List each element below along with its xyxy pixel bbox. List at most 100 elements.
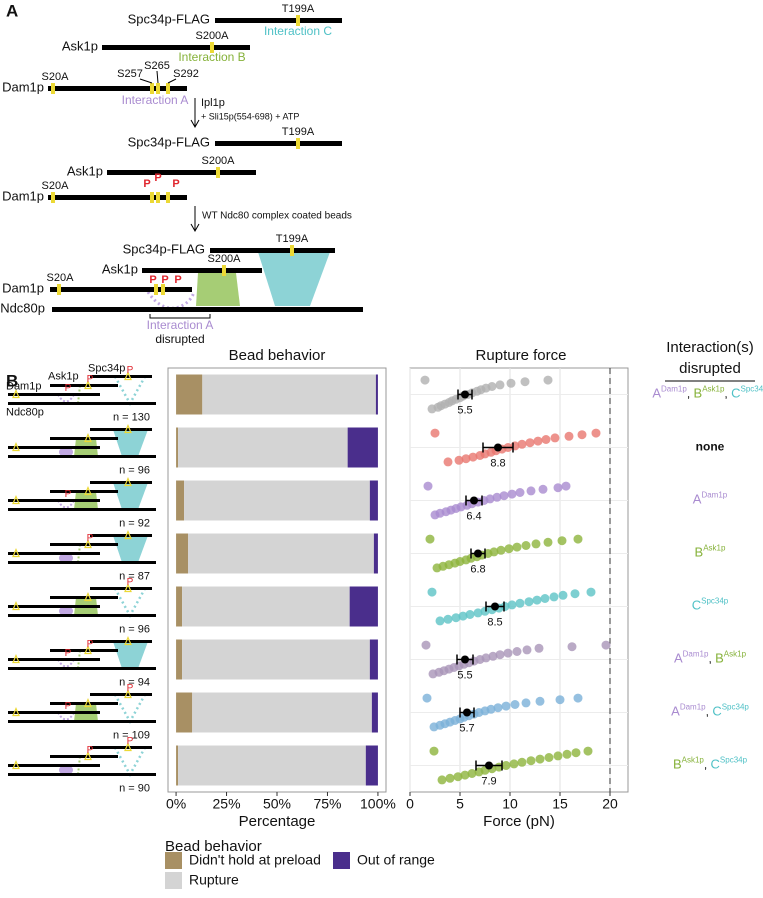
mean-label: 5.5: [457, 404, 472, 416]
site-pointer: [139, 70, 177, 84]
bar-segment: [192, 692, 372, 733]
interaction-c: [258, 252, 330, 306]
protein-label: Ndc80p: [0, 300, 45, 315]
point: [553, 483, 563, 493]
point: [489, 547, 499, 557]
protein-bar: [90, 693, 152, 696]
site: [12, 600, 20, 611]
protein-label: Ndc80p: [6, 406, 44, 418]
point: [583, 746, 593, 756]
interaction-sup: Spc34p: [741, 385, 763, 394]
interaction-sup: Dam1p: [683, 650, 709, 659]
site: [290, 245, 294, 256]
x-tick-label: 100%: [360, 796, 396, 812]
interaction-a-disrupted: [146, 291, 196, 310]
point: [461, 454, 471, 464]
axis-title: Force (pN): [483, 813, 555, 830]
point: [425, 534, 435, 544]
x-tick-label: 15: [552, 796, 568, 812]
legend-title: Bead behavior: [165, 838, 262, 855]
legend-label: Didn't hold at preload: [189, 852, 321, 868]
site-label: S20A: [42, 180, 70, 192]
sample-size: n = 92: [119, 517, 150, 529]
x-tick-label: 10: [502, 796, 518, 812]
arrow-label: WT Ndc80 complex coated beads: [202, 211, 352, 222]
protein-label: Dam1p: [2, 280, 44, 295]
site: [124, 582, 132, 593]
point: [506, 378, 516, 388]
interaction-c-disrupted: [113, 693, 147, 725]
point: [501, 701, 511, 711]
legend-label: Out of range: [357, 852, 435, 868]
site-label: S292: [173, 68, 199, 80]
point: [549, 592, 559, 602]
mean-point: [461, 390, 469, 399]
separator: ,: [687, 387, 690, 401]
point: [504, 544, 514, 554]
interaction-a: [59, 553, 73, 563]
x-tick-label: 0%: [166, 796, 186, 812]
legend-swatch: [333, 852, 350, 869]
point: [531, 539, 541, 549]
mean-label: 8.8: [490, 457, 505, 469]
protein-bar: [8, 561, 156, 564]
point: [437, 775, 447, 785]
protein-bar: [8, 552, 100, 555]
point: [458, 611, 468, 621]
protein-bar: [90, 587, 152, 590]
annotation: disrupted: [155, 332, 204, 346]
protein-bar: [215, 141, 342, 146]
point: [451, 613, 461, 623]
site: [12, 547, 20, 558]
interaction-label: BAsk1p, CSpc34p: [673, 756, 748, 772]
panel-b: Bead behavior Rupture force Interaction(s)…: [6, 339, 763, 889]
point: [538, 484, 548, 494]
protein-bar: [8, 667, 156, 670]
protein-bar: [8, 711, 100, 714]
protein-bar: [8, 658, 100, 661]
site: [210, 42, 214, 53]
protein-label: Dam1p: [2, 79, 44, 94]
protein-bar: [90, 746, 152, 749]
phospho-label: P: [65, 383, 72, 394]
protein-bar: [8, 393, 100, 396]
site: [124, 741, 132, 752]
site: [84, 432, 92, 443]
bar-segment: [182, 639, 370, 680]
point: [493, 703, 503, 713]
point: [486, 704, 496, 714]
mean-point: [461, 655, 469, 664]
site-label: S20A: [42, 71, 70, 83]
interaction-letter: B: [695, 545, 704, 560]
phospho-label: P: [65, 489, 72, 500]
point: [510, 700, 520, 709]
protein-bar: [50, 702, 118, 705]
site: [57, 284, 61, 295]
phospho-label: P: [65, 701, 72, 712]
protein-bar: [8, 508, 156, 511]
mean-label: 8.5: [487, 616, 502, 628]
interaction-b: [196, 273, 240, 306]
site: [84, 538, 92, 549]
site: [124, 423, 132, 434]
interaction-letter: A: [693, 492, 702, 507]
protein-bar: [50, 490, 118, 493]
phospho-label: P: [174, 274, 181, 286]
protein-label: Ask1p: [67, 163, 103, 178]
panel-a: A Spc34p-FLAG T199A Interaction C Ask1p …: [0, 1, 363, 346]
site: [12, 494, 20, 505]
bar-segment: [347, 427, 378, 468]
phospho-label: P: [65, 648, 72, 659]
bar-segment: [176, 745, 179, 786]
site: [166, 83, 170, 94]
protein-bar: [210, 248, 335, 253]
point: [573, 693, 583, 703]
point: [522, 645, 532, 655]
point: [521, 698, 531, 708]
point: [499, 491, 509, 501]
protein-label: Spc34p-FLAG: [128, 134, 210, 149]
mean-label: 7.9: [481, 775, 496, 787]
point: [422, 693, 432, 703]
mean-label: 5.5: [457, 669, 472, 681]
point: [535, 754, 545, 764]
